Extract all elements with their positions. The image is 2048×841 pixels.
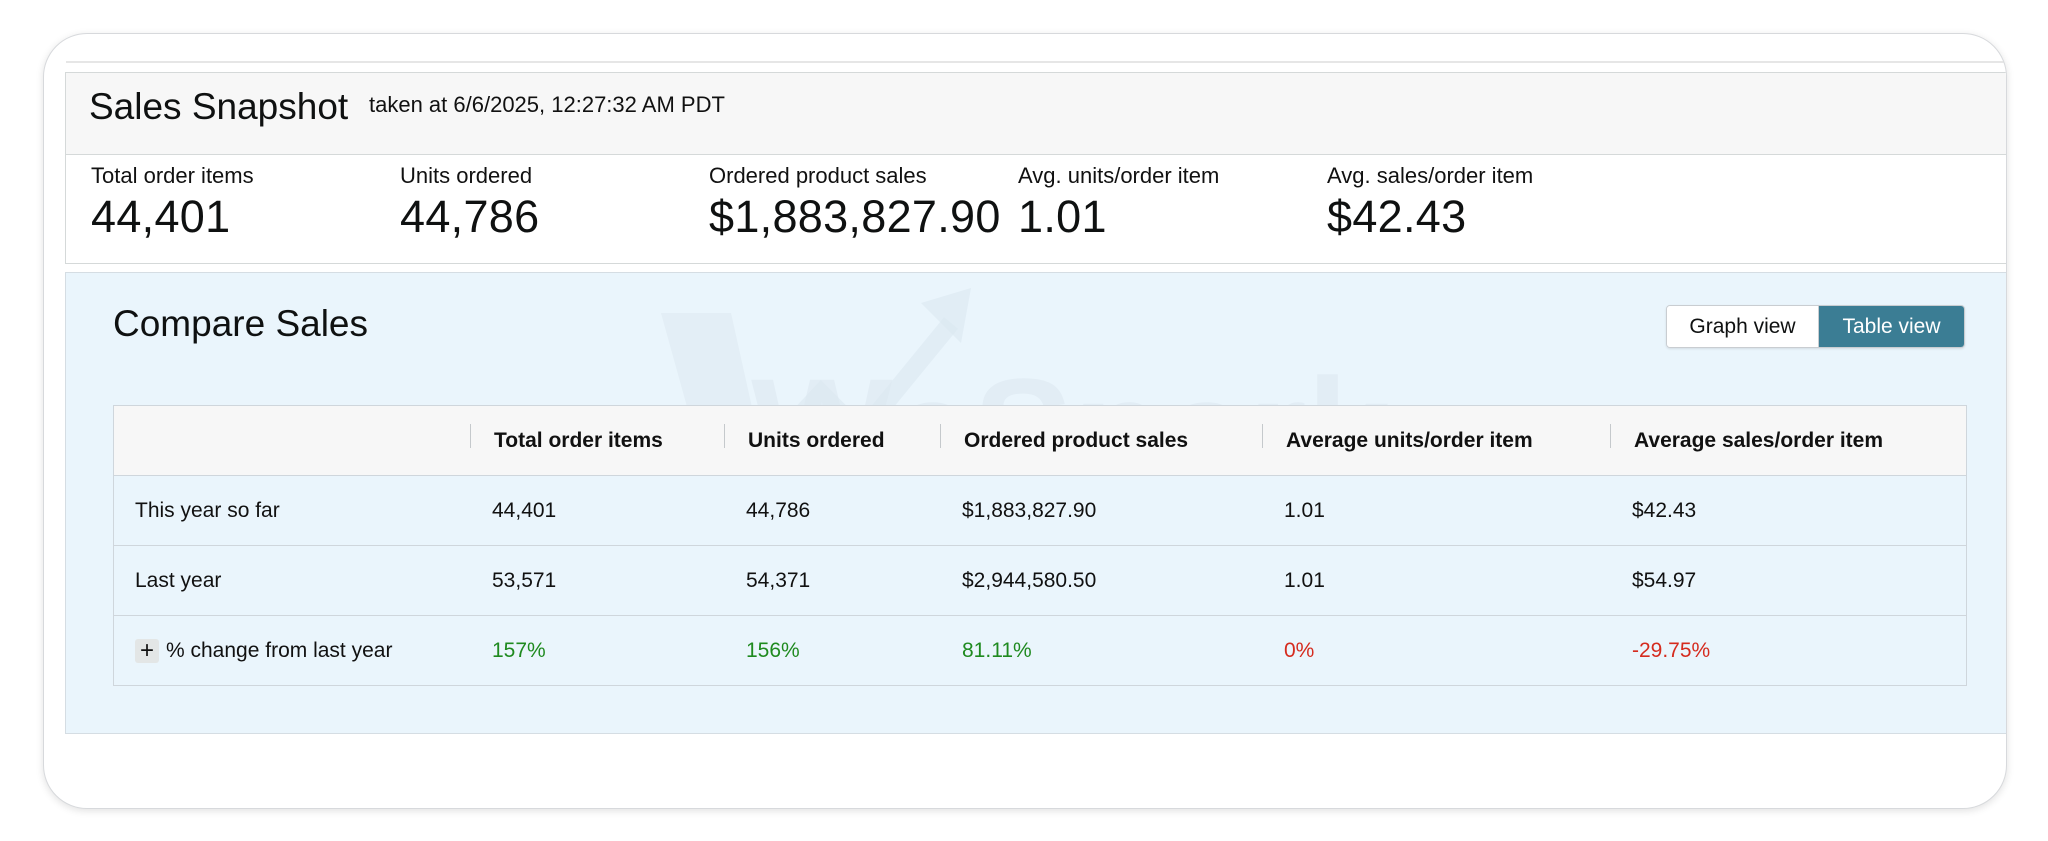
table-cell: 1.01 [1284,568,1325,592]
metric-value: 1.01 [1018,191,1107,242]
metric-value: 44,401 [91,191,231,242]
sales-dashboard-card: Sales Snapshot taken at 6/6/2025, 12:27:… [43,33,2007,809]
column-divider [1610,424,1611,448]
metric-value: $42.43 [1327,191,1467,242]
table-cell: 1.01 [1284,498,1325,522]
snapshot-timestamp: taken at 6/6/2025, 12:27:32 AM PDT [369,92,725,117]
row-label: % change from last year [166,638,393,662]
metric-value: $1,883,827.90 [709,191,1001,242]
row-label-with-expand: + % change from last year [135,616,392,685]
compare-sales-panel: WeSpark Compare Sales Graph view Table v… [65,272,2006,734]
table-cell: 44,401 [492,498,557,522]
metric-avg-units-per-order-item: Avg. units/order item 1.01 [1018,163,1219,243]
metric-label: Total order items [91,163,254,188]
header-average-units-per-order-item[interactable]: Average units/order item [1286,428,1533,452]
metric-label: Avg. units/order item [1018,163,1220,188]
table-cell: 53,571 [492,568,557,592]
top-divider [66,61,2006,63]
row-label: This year so far [135,498,280,522]
percent-change-cell: -29.75% [1632,638,1711,662]
percent-change-cell: 81.11% [962,638,1032,662]
table-view-button[interactable]: Table view [1819,306,1964,347]
graph-view-button[interactable]: Graph view [1667,306,1819,347]
snapshot-header: Sales Snapshot taken at 6/6/2025, 12:27:… [66,73,2006,155]
metric-label: Units ordered [400,163,533,188]
metric-total-order-items: Total order items 44,401 [91,163,254,243]
table-header-row: Total order items Units ordered Ordered … [114,406,1966,475]
column-divider [1262,424,1263,448]
percent-change-cell: 156% [746,638,800,662]
compare-sales-title: Compare Sales [113,303,369,344]
column-divider [940,424,941,448]
table-cell: 44,786 [746,498,811,522]
metric-value: 44,786 [400,191,540,242]
table-cell: $54.97 [1632,568,1697,592]
metric-label: Ordered product sales [709,163,927,188]
metric-avg-sales-per-order-item: Avg. sales/order item $42.43 [1327,163,1533,243]
column-divider [470,424,471,448]
expand-plus-icon[interactable]: + [135,638,159,663]
row-label: Last year [135,568,222,592]
metric-ordered-product-sales: Ordered product sales $1,883,827.90 [709,163,1001,243]
table-cell: $2,944,580.50 [962,568,1097,592]
metric-units-ordered: Units ordered 44,786 [400,163,539,243]
table-row: Last year 53,571 54,371 $2,944,580.50 1.… [114,545,1966,615]
table-row: This year so far 44,401 44,786 $1,883,82… [114,475,1966,545]
table-row: + % change from last year 157% 156% 81.1… [114,615,1966,685]
column-divider [724,424,725,448]
header-total-order-items[interactable]: Total order items [494,428,663,452]
header-ordered-product-sales[interactable]: Ordered product sales [964,428,1189,452]
sales-snapshot-panel: Sales Snapshot taken at 6/6/2025, 12:27:… [65,72,2006,264]
view-toggle: Graph view Table view [1666,305,1965,348]
table-cell: $1,883,827.90 [962,498,1097,522]
percent-change-cell: 0% [1284,638,1315,662]
compare-sales-table: Total order items Units ordered Ordered … [113,405,1967,686]
table-cell: 54,371 [746,568,811,592]
header-units-ordered[interactable]: Units ordered [748,428,885,452]
snapshot-title: Sales Snapshot [89,86,349,127]
percent-change-cell: 157% [492,638,546,662]
metric-label: Avg. sales/order item [1327,163,1534,188]
header-average-sales-per-order-item[interactable]: Average sales/order item [1634,428,1884,452]
table-cell: $42.43 [1632,498,1697,522]
